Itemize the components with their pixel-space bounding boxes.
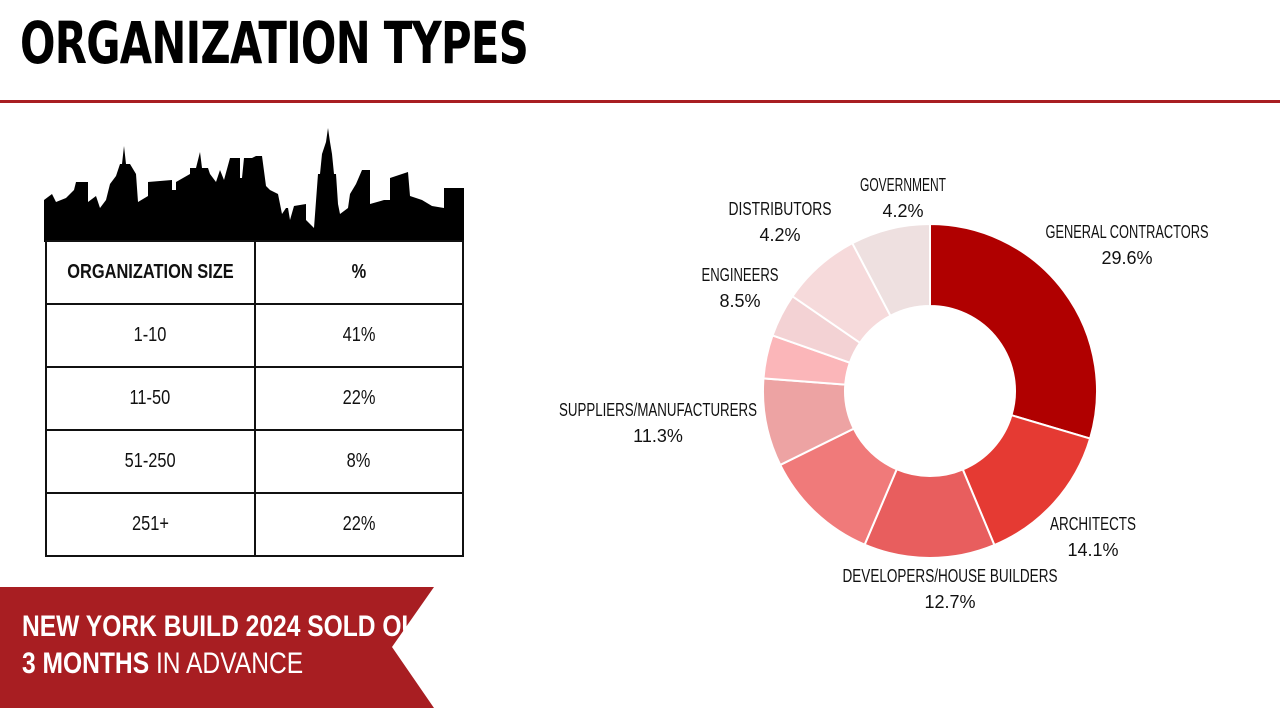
slice-category-label: GENERAL CONTRACTORS [1046, 222, 1209, 242]
table-cell: 11-50 [45, 366, 256, 431]
column-header: % [253, 240, 464, 305]
column-header: ORGANIZATION SIZE [45, 240, 256, 305]
slice-value-label: 4.2% [759, 225, 800, 245]
slice-value-label: 12.7% [924, 592, 975, 612]
table-cell: 41% [253, 303, 464, 368]
slice-category-label: DEVELOPERS/HOUSE BUILDERS [843, 566, 1058, 586]
organization-size-table: ORGANIZATION SIZE % 1-10 41% 11-50 22% 5… [45, 240, 464, 557]
slice-value-label: 4.2% [882, 201, 923, 221]
table-cell: 22% [253, 492, 464, 557]
page-title: ORGANIZATION TYPES [20, 9, 529, 77]
donut-labels: GENERAL CONTRACTORS 29.6% ARCHITECTS 14.1% D… [559, 175, 1209, 612]
slice-value-label: 29.6% [1101, 248, 1152, 268]
slice-value-label: 8.5% [719, 291, 760, 311]
table-cell: 8% [253, 429, 464, 494]
donut-slice [929, 222, 1098, 440]
sold-out-banner [0, 587, 434, 708]
table-row: 251+ 22% [45, 492, 464, 557]
table-row: 51-250 8% [45, 429, 464, 494]
skyline-icon [44, 128, 464, 242]
slice-category-label: DISTRIBUTORS [729, 199, 832, 219]
table-cell: 251+ [45, 492, 256, 557]
slice-value-label: 14.1% [1067, 540, 1118, 560]
table-cell: 1-10 [45, 303, 256, 368]
table-row: 11-50 22% [45, 366, 464, 431]
slice-category-label: ENGINEERS [702, 265, 779, 285]
donut-slice-unlabeled [850, 222, 931, 318]
slice-category-label: ARCHITECTS [1050, 514, 1136, 534]
table-cell: 51-250 [45, 429, 256, 494]
organization-types-donut-chart: GENERAL CONTRACTORS 29.6% ARCHITECTS 14.1% D… [559, 175, 1209, 612]
title-divider [0, 100, 1280, 103]
banner-line-1: NEW YORK BUILD 2024 SOLD OUT [22, 610, 435, 643]
donut-slices [762, 222, 1098, 559]
banner-line-2: 3 MONTHS IN ADVANCE [22, 647, 304, 680]
table-header-row: ORGANIZATION SIZE % [45, 240, 464, 305]
slice-value-label: 11.3% [633, 426, 683, 446]
slice-category-label: GOVERNMENT [860, 175, 946, 195]
table-cell: 22% [253, 366, 464, 431]
banner-text: NEW YORK BUILD 2024 SOLD OUT 3 MONTHS IN… [22, 608, 434, 682]
table-row: 1-10 41% [45, 303, 464, 368]
slice-category-label: SUPPLIERS/MANUFACTURERS [559, 400, 757, 420]
